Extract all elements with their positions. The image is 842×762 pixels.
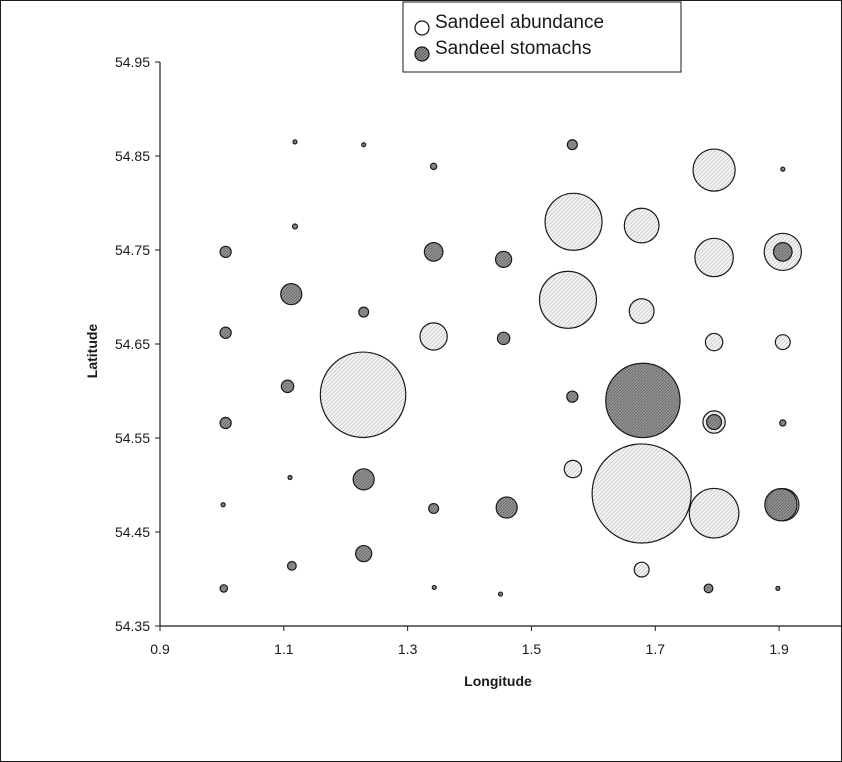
x-tick-label: 1.7 xyxy=(646,641,666,657)
series-stomachs xyxy=(219,139,798,597)
x-tick-group: 0.9 1.1 1.3 1.5 1.7 1.9 xyxy=(150,626,789,657)
abundance-bubble xyxy=(544,192,603,251)
series-abundance xyxy=(319,148,802,578)
y-tick-label: 54.95 xyxy=(115,54,150,70)
stomachs-bubble xyxy=(772,241,793,262)
stomachs-bubble xyxy=(280,283,303,306)
y-tick-group: 54.35 54.45 54.55 54.65 54.75 54.85 54.95 xyxy=(115,54,160,634)
stomachs-bubble xyxy=(703,583,714,594)
legend-label-stomachs: Sandeel stomachs xyxy=(435,38,591,59)
stomachs-bubble xyxy=(352,468,375,491)
legend-marker-abundance xyxy=(414,20,430,36)
y-tick-label: 54.35 xyxy=(115,618,150,634)
stomachs-bubble xyxy=(495,496,518,519)
stomachs-bubble xyxy=(780,166,786,172)
stomachs-bubble xyxy=(287,474,293,481)
abundance-bubble xyxy=(419,322,448,351)
stomachs-bubble xyxy=(286,560,297,571)
y-tick-label: 54.55 xyxy=(115,430,150,446)
abundance-bubble xyxy=(692,148,736,192)
abundance-bubble xyxy=(319,351,407,439)
abundance-bubble xyxy=(563,459,583,479)
legend-label-abundance: Sandeel abundance xyxy=(435,12,604,33)
stomachs-bubble xyxy=(779,419,787,427)
stomachs-bubble xyxy=(219,245,232,259)
stomachs-bubble xyxy=(361,142,367,148)
x-axis-title: Longitude xyxy=(464,673,532,689)
stomachs-bubble xyxy=(605,362,681,439)
x-tick-label: 0.9 xyxy=(150,641,170,657)
abundance-bubble xyxy=(538,270,598,329)
stomachs-bubble xyxy=(219,584,229,593)
stomachs-bubble xyxy=(358,306,370,318)
stomachs-bubble xyxy=(423,241,444,262)
stomachs-bubble xyxy=(497,591,504,597)
abundance-bubble xyxy=(704,332,724,352)
abundance-bubble xyxy=(633,561,650,578)
stomachs-bubble xyxy=(566,390,579,403)
abundance-bubble xyxy=(628,298,655,325)
stomachs-bubble xyxy=(291,223,299,230)
abundance-bubble xyxy=(774,334,791,351)
legend-box xyxy=(402,1,682,73)
y-tick-label: 54.45 xyxy=(115,524,150,540)
stomachs-bubble xyxy=(764,488,798,522)
x-tick-label: 1.5 xyxy=(522,641,542,657)
x-tick-label: 1.3 xyxy=(398,641,418,657)
stomachs-bubble xyxy=(428,502,440,515)
legend: Sandeel abundance Sandeel stomachs xyxy=(402,1,682,73)
stomachs-bubble xyxy=(494,250,513,269)
stomachs-bubble xyxy=(431,584,437,591)
stomachs-bubble xyxy=(566,139,578,151)
stomachs-bubble xyxy=(219,416,232,430)
abundance-bubble xyxy=(694,237,734,278)
abundance-bubble xyxy=(591,443,692,544)
x-tick-label: 1.9 xyxy=(769,641,789,657)
stomachs-bubble xyxy=(292,139,298,145)
y-tick-label: 54.65 xyxy=(115,336,150,352)
y-tick-label: 54.85 xyxy=(115,148,150,164)
stomachs-bubble xyxy=(355,544,373,563)
abundance-bubble xyxy=(688,487,740,539)
stomachs-bubble xyxy=(429,162,438,171)
stomachs-bubble xyxy=(706,413,723,431)
y-axis-title: Latitude xyxy=(84,324,100,379)
legend-marker-stomachs xyxy=(414,46,430,62)
y-tick-label: 54.75 xyxy=(115,242,150,258)
abundance-bubble xyxy=(623,207,660,244)
stomachs-bubble xyxy=(219,326,232,339)
stomachs-bubble xyxy=(775,585,781,592)
stomachs-bubble xyxy=(280,379,295,394)
stomachs-bubble xyxy=(220,502,226,508)
x-tick-label: 1.1 xyxy=(274,641,294,657)
stomachs-bubble xyxy=(496,331,511,346)
